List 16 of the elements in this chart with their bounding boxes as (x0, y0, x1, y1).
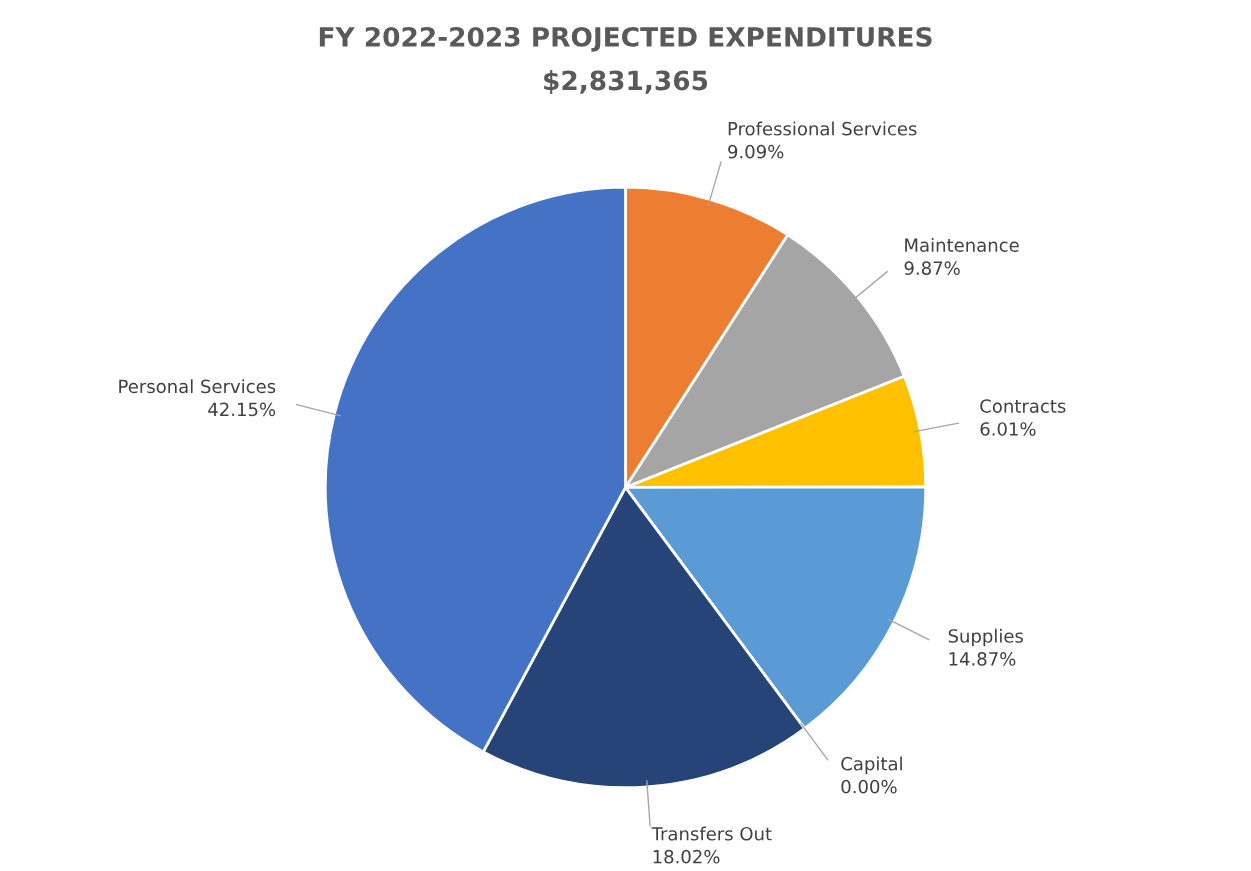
text: 0.00% (841, 779, 897, 794)
slice-label: Supplies (948, 628, 1024, 647)
slice-label: Professional Services (728, 121, 917, 136)
chart-subtitle: $2,831,365 (544, 69, 708, 94)
data-label: 9.87% (904, 261, 960, 275)
slice-label: Transfers Out (651, 826, 772, 841)
data-label: 6.01% (980, 422, 1036, 436)
category-label: Capital (841, 756, 902, 774)
data-label: 14.87% (949, 652, 1016, 666)
data-label: 9.09% (728, 144, 784, 159)
chart-title: FY 2022-2023 PROJECTED EXPENDITURES (319, 26, 932, 52)
data-label: 18.02% (653, 849, 720, 864)
slice-label: Maintenance (905, 238, 1019, 252)
slice-label: Contracts (980, 399, 1066, 413)
data-label: 42.15% (208, 402, 276, 417)
slice-label: Personal Services (119, 379, 276, 394)
